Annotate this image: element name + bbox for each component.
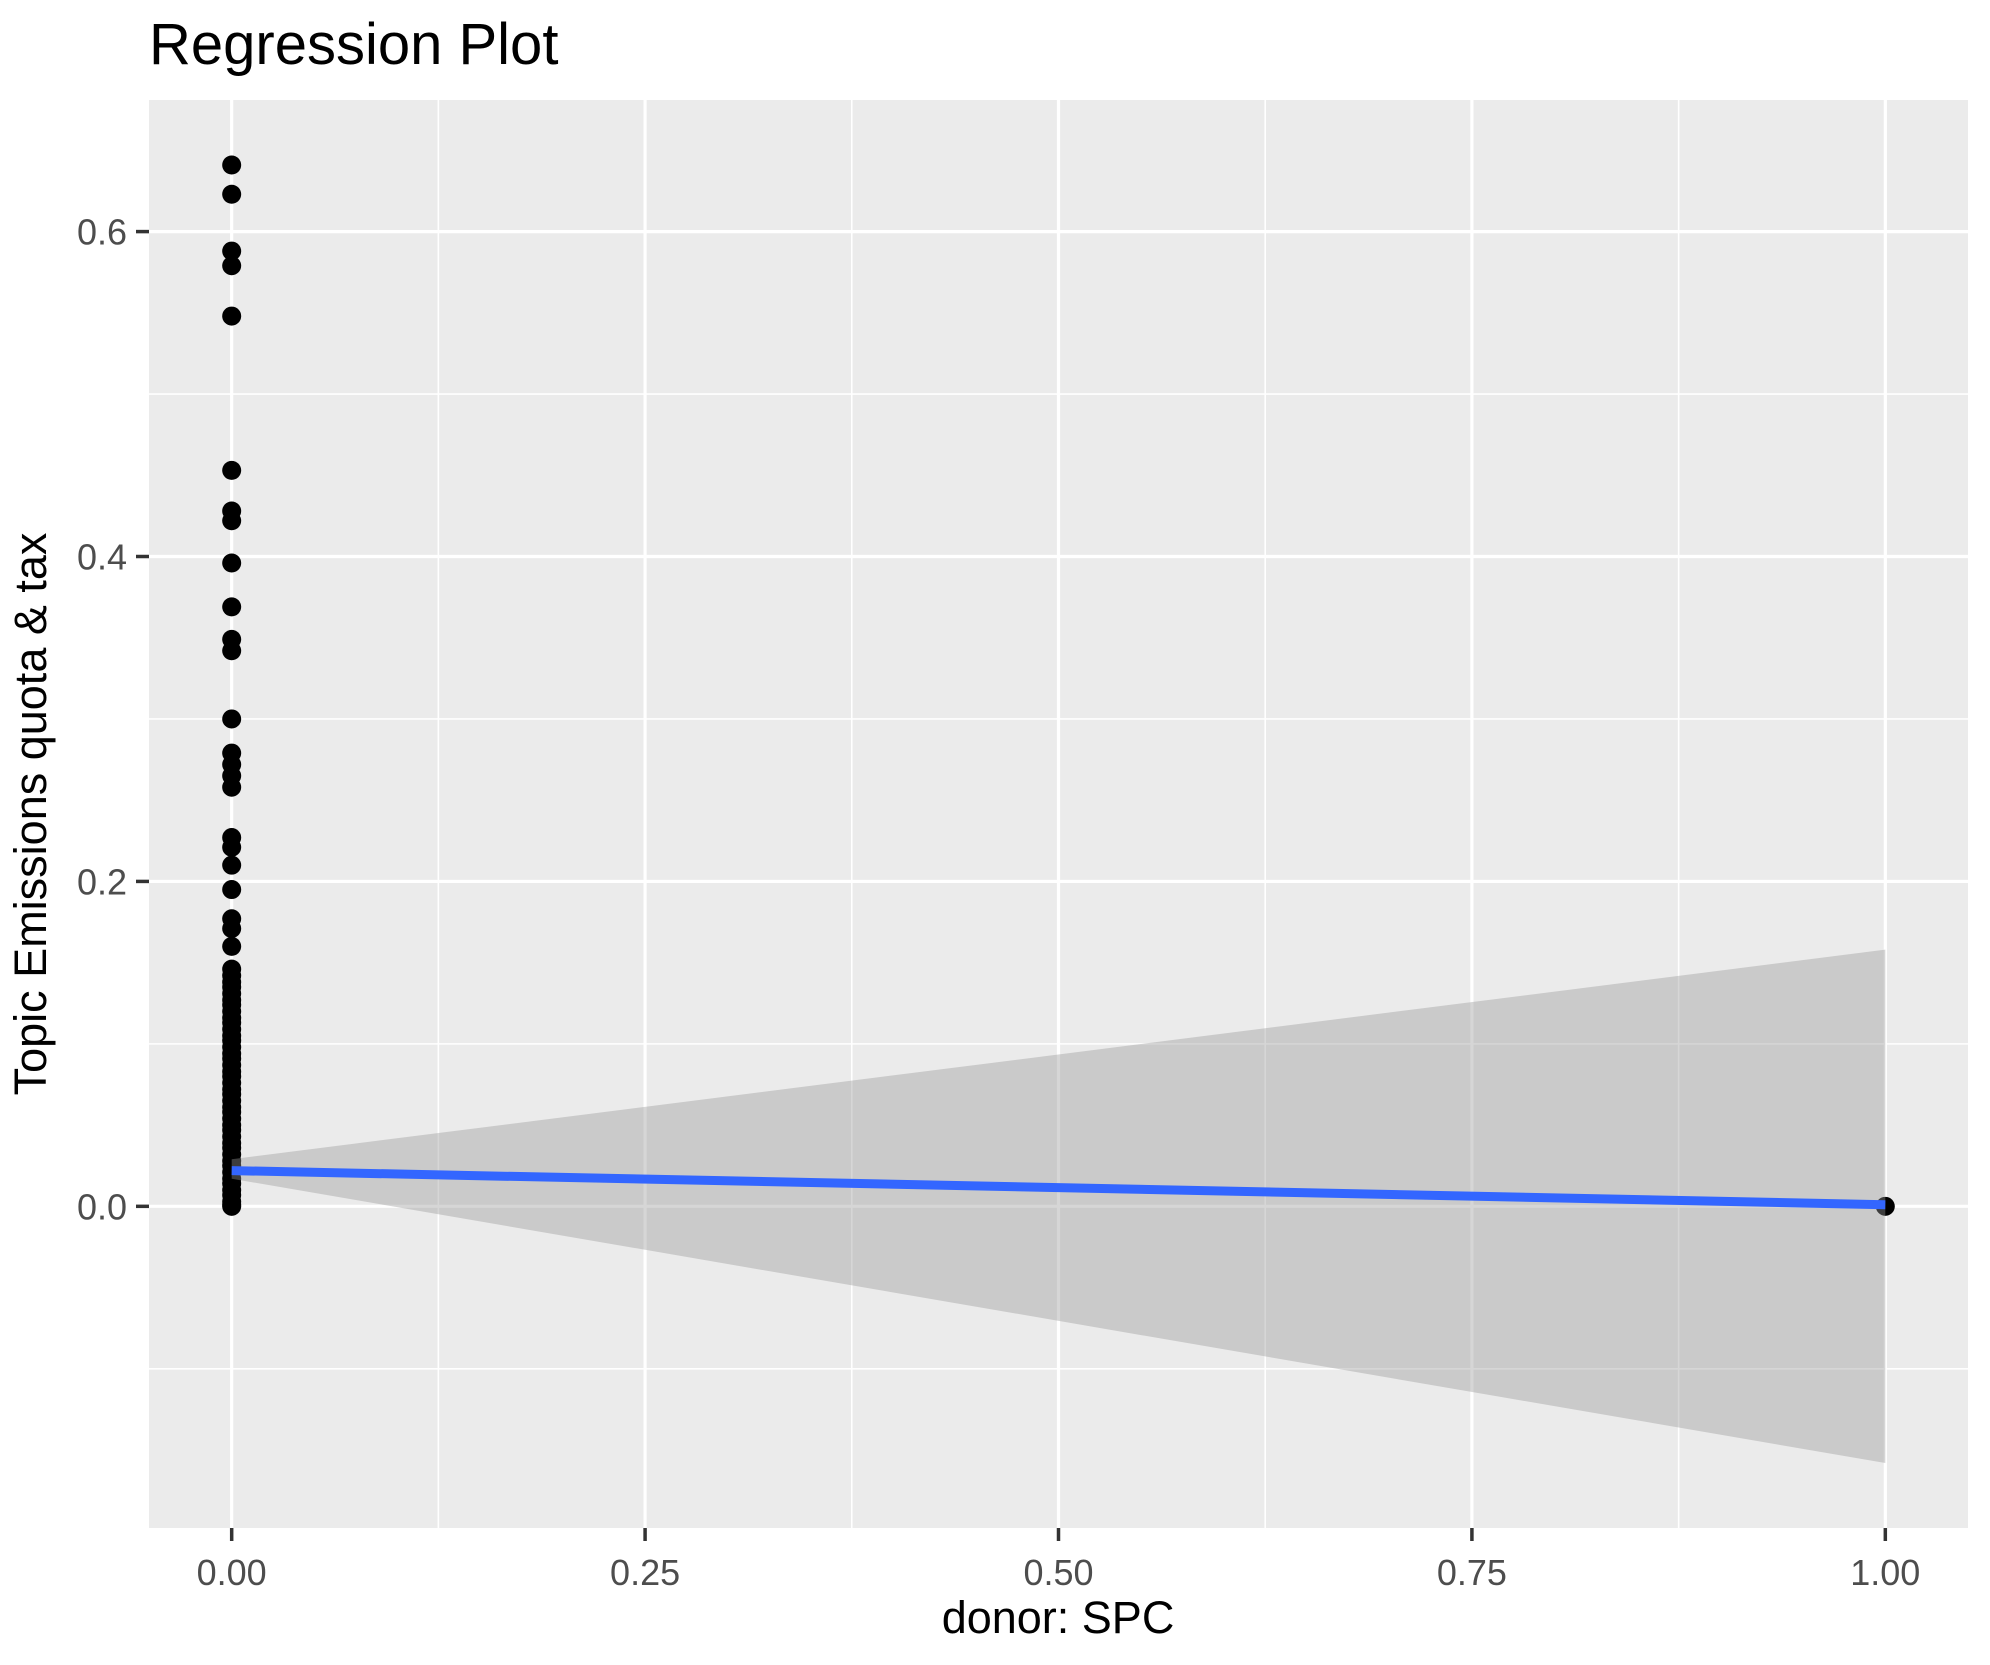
confidence-band [231,949,1886,1464]
x-tick-label: 0.50 [1023,1552,1093,1593]
data-point [222,855,242,875]
regression-line [231,1166,1886,1210]
data-point [222,1196,242,1216]
data-point [222,777,242,797]
data-point [222,837,242,857]
x-tick-label: 0.00 [197,1552,267,1593]
data-point [222,919,242,939]
data-point [222,184,242,204]
plot-panel-layer [149,100,1968,1528]
data-point [222,511,242,531]
axis-layer: 0.00 0.25 0.50 0.75 1.00 0.0 0.2 0.4 0.6 [77,212,1920,1593]
x-tick-label: 1.00 [1850,1552,1920,1593]
data-point [222,155,242,175]
data-point [222,306,242,326]
data-point [222,936,242,956]
y-tick-label: 0.4 [77,537,127,578]
plot-title: Regression Plot [149,12,558,77]
y-tick-label: 0.0 [77,1186,127,1227]
data-point [222,880,242,900]
data-point [222,553,242,573]
x-tick-label: 0.25 [610,1552,680,1593]
data-point [222,241,242,261]
data-point [222,597,242,617]
data-point [222,256,242,276]
y-tick-label: 0.2 [77,861,127,902]
data-point [222,460,242,480]
y-axis-title: Topic Emissions quota & tax [5,532,56,1095]
data-point [222,709,242,729]
x-tick-label: 0.75 [1437,1552,1507,1593]
y-tick-label: 0.6 [77,212,127,253]
x-axis-title: donor: SPC [942,1592,1175,1643]
data-point [222,641,242,661]
